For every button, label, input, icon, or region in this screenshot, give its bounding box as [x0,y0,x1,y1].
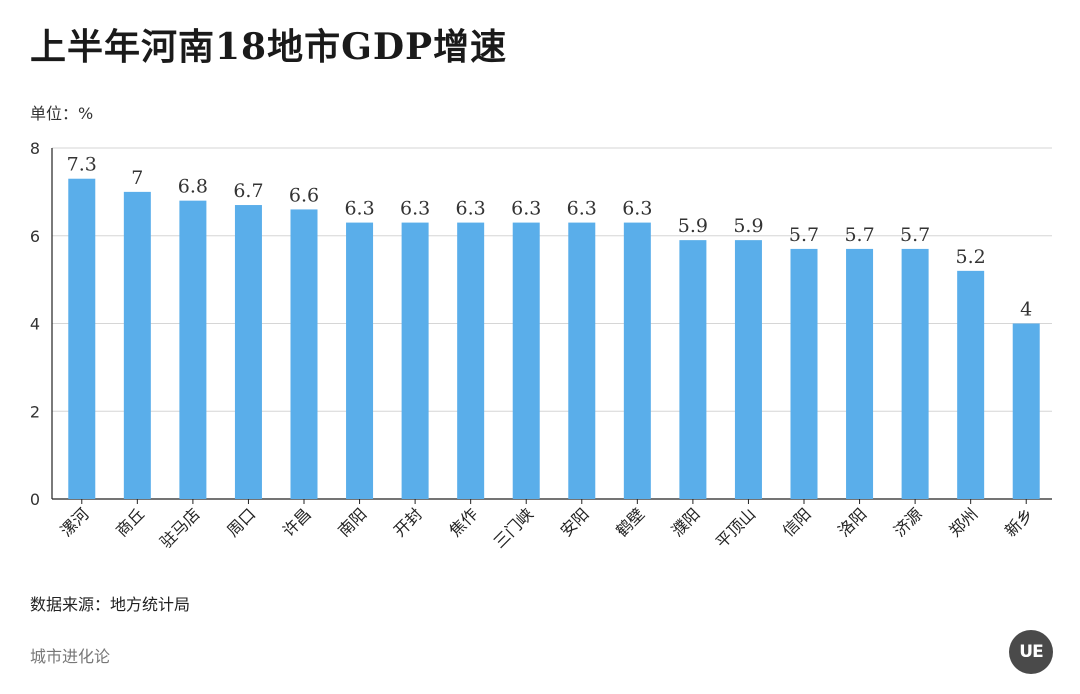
bar [68,178,96,499]
y-tick-label: 6 [30,227,40,246]
bar [512,222,540,499]
bar [401,222,429,499]
source-note: 数据来源：地方统计局 [30,595,191,614]
y-tick-label: 8 [30,139,40,158]
data-label: 4 [1020,299,1032,321]
data-label: 6.3 [400,198,430,220]
category-label: 安阳 [557,504,593,540]
data-label: 6.3 [344,198,374,220]
bar [846,248,874,499]
bar [290,209,318,500]
axes: 0 2 4 6 8 [30,139,1052,509]
bar [346,222,374,499]
category-label: 鹤壁 [612,504,648,540]
bar [901,248,929,499]
category-label: 洛阳 [834,504,870,540]
bar [790,248,818,499]
data-label: 5.7 [900,224,930,246]
chart-title: 上半年河南18地市GDP增速 [30,26,508,68]
data-label: 5.7 [789,224,819,246]
data-label: 6.3 [567,198,597,220]
y-tick-label: 0 [30,490,40,509]
data-labels: 7.3 7 6.8 6.7 6.6 6.3 6.3 6.3 6.3 6.3 6.3 5.9 5.9 5.7… [67,154,1033,321]
brand-logo: UE [1009,630,1053,674]
grid-lines [52,147,1052,412]
bar [1012,323,1040,499]
category-label: 南阳 [334,504,370,540]
data-label: 6.3 [456,198,486,220]
data-label: 5.2 [956,246,986,268]
category-label: 郑州 [945,504,981,540]
category-label: 漯河 [57,504,93,540]
bar [123,191,151,499]
category-label: 信阳 [779,504,815,540]
category-label: 济源 [890,504,926,540]
data-label: 7.3 [67,154,97,176]
data-label: 6.8 [178,176,208,198]
bar [568,222,596,499]
category-label: 三门峡 [490,504,537,551]
bars [68,178,1040,500]
data-label: 5.9 [678,215,708,237]
data-label: 6.7 [233,180,263,202]
y-tick-label: 2 [30,402,40,421]
bar [957,270,985,499]
data-label: 7 [131,167,143,189]
bar [179,200,207,499]
category-label: 焦作 [445,504,481,540]
bar [734,240,762,499]
unit-label: 单位：% [30,104,94,123]
data-label: 6.3 [622,198,652,220]
category-labels: 漯河 商丘 驻马店 周口 许昌 南阳 开封 焦作 三门峡 安阳 鹤壁 濮阳 平顶山 信阳 洛阳 济源 郑州 新乡 [57,504,1038,551]
category-label: 许昌 [279,504,315,540]
bar [679,240,707,499]
bar [234,205,262,499]
category-label: 周口 [223,504,259,540]
data-label: 5.9 [733,215,763,237]
category-label: 商丘 [112,504,148,540]
y-tick-label: 4 [30,315,40,334]
data-label: 5.7 [844,224,874,246]
data-label: 6.6 [289,184,319,206]
brand-name: 城市进化论 [30,647,111,666]
category-label: 新乡 [1001,504,1037,540]
category-label: 驻马店 [156,504,203,551]
bar [623,222,651,499]
category-label: 平顶山 [712,504,759,551]
category-label: 濮阳 [668,504,704,540]
category-label: 开封 [390,504,426,540]
data-label: 6.3 [511,198,541,220]
bar [457,222,485,499]
